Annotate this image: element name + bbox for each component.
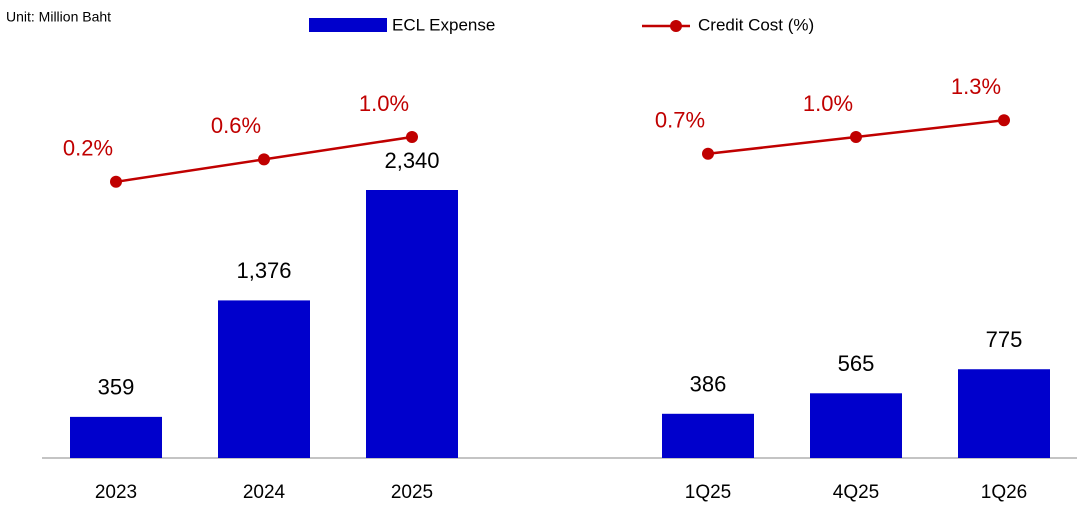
line-point: [406, 131, 418, 143]
line-value-label: 1.3%: [951, 74, 1001, 99]
legend-label: ECL Expense: [392, 15, 495, 34]
line-point: [110, 175, 122, 188]
bar-value-label: 565: [838, 351, 875, 376]
x-tick-label: 4Q25: [833, 482, 879, 503]
x-tick-label: 1Q25: [685, 482, 731, 503]
bar-value-label: 359: [98, 375, 135, 400]
line-point: [258, 153, 270, 166]
bar: [958, 369, 1050, 458]
bar: [810, 393, 902, 458]
line-value-label: 1.0%: [803, 91, 853, 116]
x-tick-label: 2025: [391, 482, 433, 503]
unit-note: Unit: Million Baht: [6, 9, 111, 25]
legend-label: Credit Cost (%): [698, 15, 814, 34]
x-tick-label: 1Q26: [981, 482, 1027, 503]
line-point: [998, 114, 1010, 127]
line-value-label: 0.2%: [63, 136, 113, 161]
line-point: [850, 131, 862, 143]
bar: [366, 190, 458, 458]
bar: [662, 413, 754, 458]
line-value-label: 1.0%: [359, 91, 409, 116]
x-tick-label: 2023: [95, 482, 137, 503]
x-tick-label: 2024: [243, 482, 286, 503]
bar-value-label: 1,376: [236, 258, 291, 283]
bar-value-label: 386: [690, 372, 727, 397]
line-value-label: 0.6%: [211, 113, 261, 138]
line-point: [702, 147, 714, 160]
bar: [218, 300, 310, 458]
legend-swatch: [309, 18, 387, 32]
bar-value-label: 2,340: [384, 148, 439, 173]
bar: [70, 416, 162, 458]
bar-value-label: 775: [986, 327, 1023, 352]
legend-swatch-dot: [670, 20, 682, 32]
line-value-label: 0.7%: [655, 108, 705, 133]
